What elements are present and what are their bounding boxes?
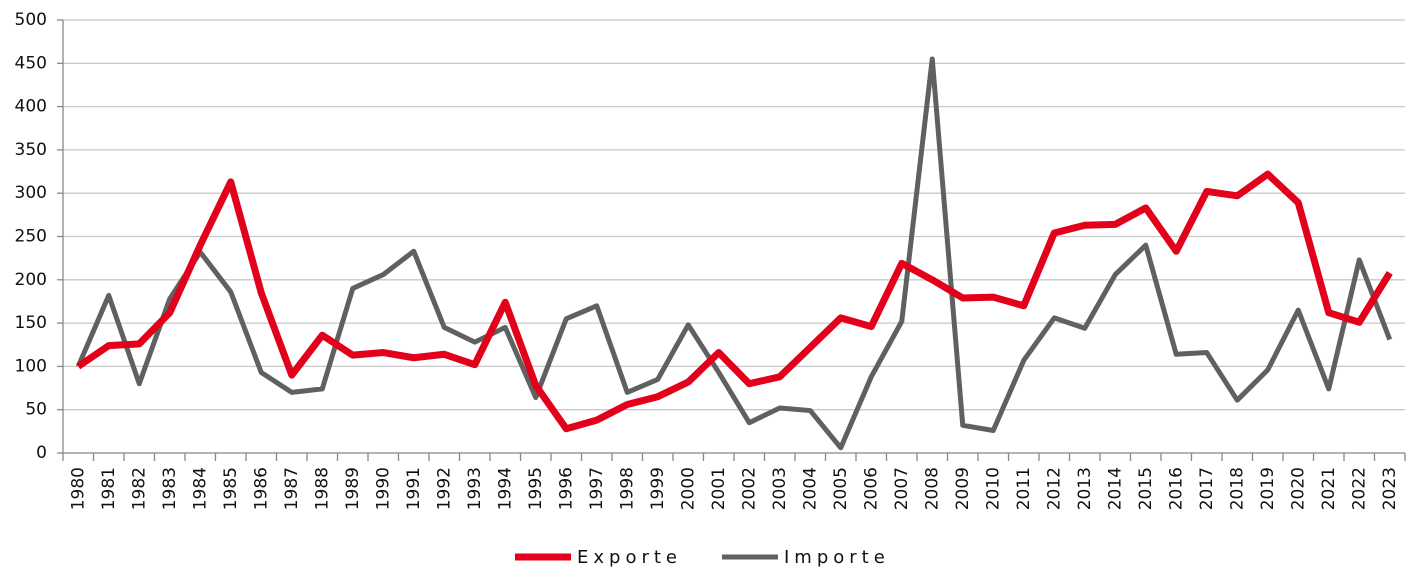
x-tick-label: 2001 xyxy=(709,467,729,510)
legend-label: Importe xyxy=(784,547,890,568)
x-tick-label: 2004 xyxy=(800,467,820,510)
x-tick-label: 1981 xyxy=(99,467,119,510)
y-tick-label: 500 xyxy=(15,10,47,30)
x-tick-label: 2021 xyxy=(1319,467,1339,510)
y-tick-label: 200 xyxy=(15,270,47,290)
x-tick-label: 2022 xyxy=(1349,467,1369,510)
x-tick-label: 2006 xyxy=(861,467,881,510)
x-tick-label: 1995 xyxy=(526,467,546,510)
x-tick-label: 1985 xyxy=(221,467,241,510)
x-tick-label: 2003 xyxy=(770,467,790,510)
x-tick-label: 2002 xyxy=(739,467,759,510)
x-tick-label: 2014 xyxy=(1105,467,1125,510)
x-tick-label: 1996 xyxy=(556,467,576,510)
y-tick-label: 50 xyxy=(25,400,47,420)
y-tick-label: 400 xyxy=(15,97,47,117)
x-tick-label: 2012 xyxy=(1044,467,1064,510)
x-tick-label: 1986 xyxy=(251,467,271,510)
x-tick-label: 1984 xyxy=(190,467,210,510)
y-tick-label: 0 xyxy=(36,443,47,463)
x-tick-label: 1990 xyxy=(373,467,393,510)
x-tick-label: 2015 xyxy=(1136,467,1156,510)
x-tick-label: 2005 xyxy=(831,467,851,510)
series-line xyxy=(75,56,1393,451)
x-tick-label: 2013 xyxy=(1075,467,1095,510)
y-tick-label: 150 xyxy=(15,313,47,333)
x-tick-label: 2007 xyxy=(892,467,912,510)
x-tick-label: 1989 xyxy=(343,467,363,510)
y-tick-label: 250 xyxy=(15,227,47,247)
series-line xyxy=(76,170,1393,433)
y-tick-label: 300 xyxy=(15,183,47,203)
x-tick-label: 1992 xyxy=(434,467,454,510)
y-tick-label: 450 xyxy=(15,53,47,73)
x-tick-label: 1999 xyxy=(648,467,668,510)
legend-label: Exporte xyxy=(577,547,682,568)
x-tick-label: 2020 xyxy=(1288,467,1308,510)
x-tick-label: 2000 xyxy=(678,467,698,510)
x-tick-label: 2023 xyxy=(1380,467,1400,510)
x-tick-label: 1987 xyxy=(282,467,302,510)
x-tick-label: 2009 xyxy=(953,467,973,510)
x-tick-label: 1988 xyxy=(312,467,332,510)
x-tick-label: 2016 xyxy=(1166,467,1186,510)
y-tick-label: 100 xyxy=(15,356,47,376)
x-tick-label: 1997 xyxy=(587,467,607,510)
x-tick-label: 1983 xyxy=(160,467,180,510)
x-tick-label: 1980 xyxy=(68,467,88,510)
x-tick-label: 1998 xyxy=(617,467,637,510)
x-tick-label: 2011 xyxy=(1014,467,1034,510)
x-tick-label: 1982 xyxy=(129,467,149,510)
x-tick-label: 2018 xyxy=(1227,467,1247,510)
x-tick-label: 1993 xyxy=(465,467,485,510)
x-tick-label: 2019 xyxy=(1258,467,1278,510)
x-tick-label: 1991 xyxy=(404,467,424,510)
x-tick-label: 2017 xyxy=(1197,467,1217,510)
x-tick-label: 2008 xyxy=(922,467,942,510)
y-tick-label: 350 xyxy=(15,140,47,160)
x-tick-label: 2010 xyxy=(983,467,1003,510)
x-tick-label: 1994 xyxy=(495,467,515,510)
